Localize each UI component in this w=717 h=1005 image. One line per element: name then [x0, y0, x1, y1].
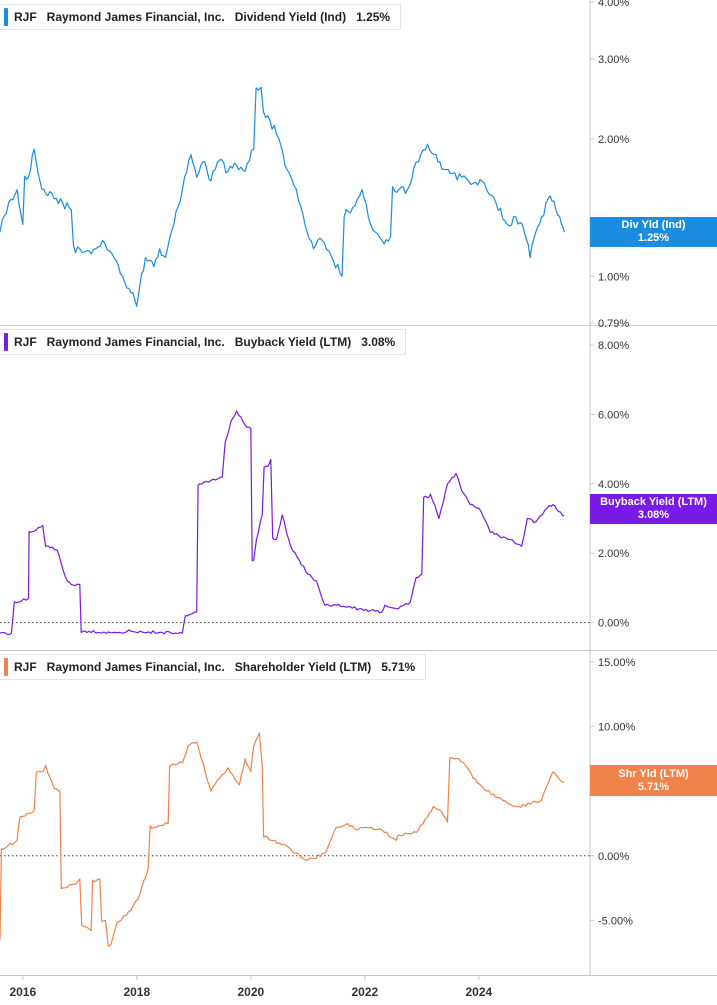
x-tick-label: 2016: [9, 985, 36, 999]
legend-color-swatch: [4, 8, 8, 26]
y-tick-label: 2.00%: [598, 134, 629, 146]
legend-value: 5.71%: [381, 660, 416, 674]
legend-company: Raymond James Financial, Inc.: [46, 335, 225, 349]
legend-panel-1: RJF Raymond James Financial, Inc. Divide…: [0, 4, 402, 30]
legend-color-swatch: [4, 333, 8, 351]
y-tick-label: 10.00%: [598, 722, 636, 734]
tag-value: 1.25%: [637, 232, 670, 244]
legend-panel-2: RJF Raymond James Financial, Inc. Buybac…: [0, 329, 407, 355]
y-tick-label: 8.00%: [598, 340, 629, 352]
y-tick-label: 4.00%: [598, 0, 629, 9]
tag-value: 3.08%: [637, 509, 670, 521]
y-tick-label: 1.00%: [598, 271, 629, 283]
x-tick-label: 2018: [123, 985, 150, 999]
y-tick-label: -5.00%: [598, 915, 633, 927]
series-line: [0, 732, 565, 947]
y-tick-label: 3.00%: [598, 54, 629, 66]
legend-value: 3.08%: [361, 335, 396, 349]
y-tick-label: 0.79%: [598, 318, 629, 330]
y-tick-label: 4.00%: [598, 479, 629, 491]
tag-value: 5.71%: [637, 780, 670, 793]
legend-series-name: Buyback Yield (LTM): [234, 335, 352, 349]
y-tick-label: 0.00%: [598, 851, 629, 863]
x-tick-label: 2022: [351, 985, 378, 999]
y-tick-label: 2.00%: [598, 548, 629, 560]
legend-panel-3: RJF Raymond James Financial, Inc. Shareh…: [0, 654, 427, 680]
current-value-tag-2: Buyback Yield (LTM) 3.08%: [590, 494, 717, 524]
y-tick-label: 6.00%: [598, 409, 629, 421]
y-tick-label: 0.00%: [598, 618, 629, 630]
x-tick-label: 2024: [465, 985, 492, 999]
tag-label: Buyback Yield (LTM): [600, 496, 707, 508]
legend-ticker: RJF: [14, 10, 37, 24]
legend-value: 1.25%: [356, 10, 391, 24]
current-value-tag-1: Div Yld (Ind) 1.25%: [590, 217, 717, 247]
series-line: [0, 86, 565, 307]
legend-ticker: RJF: [14, 335, 37, 349]
legend-ticker: RJF: [14, 660, 37, 674]
series-line: [0, 410, 565, 636]
legend-company: Raymond James Financial, Inc.: [46, 10, 225, 24]
x-tick-label: 2020: [237, 985, 264, 999]
legend-color-swatch: [4, 658, 8, 676]
legend-company: Raymond James Financial, Inc.: [46, 660, 225, 674]
tag-label: Shr Yld (LTM): [618, 767, 689, 780]
legend-series-name: Shareholder Yield (LTM): [234, 660, 372, 674]
y-tick-label: 15.00%: [598, 657, 636, 669]
legend-series-name: Dividend Yield (Ind): [234, 10, 347, 24]
tag-label: Div Yld (Ind): [621, 219, 686, 231]
current-value-tag-3: Shr Yld (LTM) 5.71%: [590, 765, 717, 796]
